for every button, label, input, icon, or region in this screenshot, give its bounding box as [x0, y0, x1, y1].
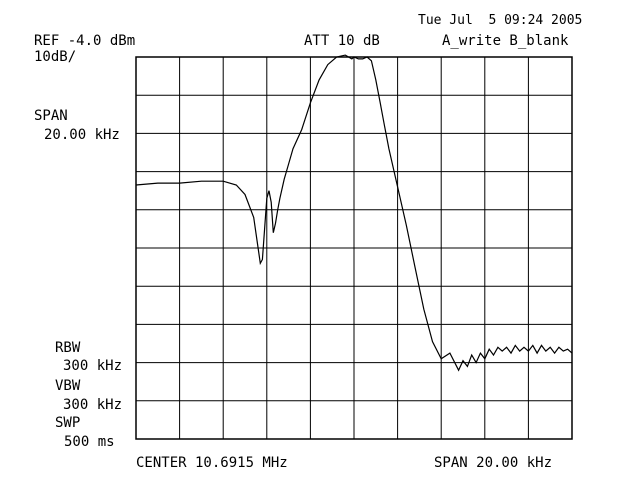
span-title: SPAN [34, 108, 68, 124]
timestamp-label: Tue Jul 5 09:24 2005 [418, 13, 583, 28]
span-value: 20.00 kHz [44, 127, 120, 143]
ref-level-label: REF -4.0 dBm [34, 33, 136, 49]
trace-mode-label: A_write B_blank [442, 33, 569, 49]
swp-title: SWP [55, 415, 81, 431]
trace-a-line [135, 54, 573, 372]
rbw-value: 300 kHz [63, 358, 123, 374]
vbw-value: 300 kHz [63, 397, 123, 413]
swp-value: 500 ms [64, 434, 115, 450]
center-frequency-label: CENTER 10.6915 MHz [136, 455, 288, 471]
rbw-title: RBW [55, 340, 81, 356]
footer-span-label: SPAN 20.00 kHz [434, 455, 553, 471]
graticule-grid [136, 57, 572, 439]
scale-label: 10dB/ [34, 49, 77, 65]
vbw-title: VBW [55, 378, 81, 394]
attenuation-label: ATT 10 dB [304, 33, 380, 49]
